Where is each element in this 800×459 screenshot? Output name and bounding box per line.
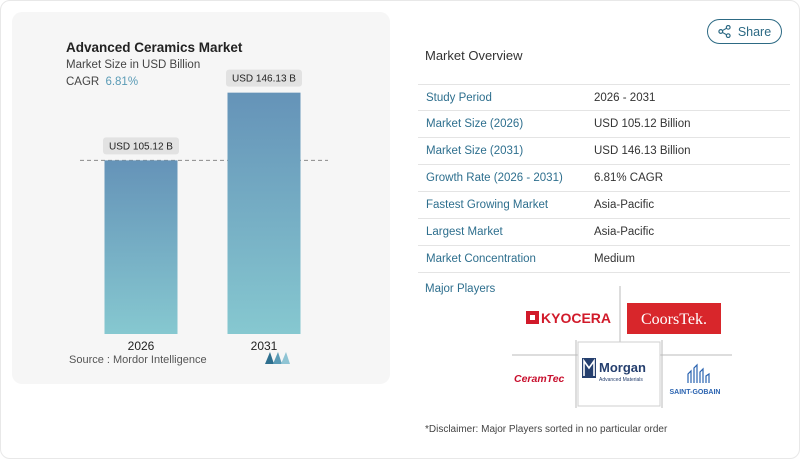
share-label: Share [737,24,772,39]
overview-row-value: 2026 - 2031 [594,91,656,104]
svg-text:SAINT-GOBAIN: SAINT-GOBAIN [670,389,721,396]
cagr-value: 6.81% [105,76,139,88]
x-tick-label: 2031 [251,339,278,353]
overview-row-label: Growth Rate (2026 - 2031) [426,172,563,184]
chart-cagr: CAGR 6.81% [66,76,138,88]
overview-row-label: Market Concentration [426,253,536,265]
major-players-logos: KYOCERA CoorsTek. CeramTec Morgan Advanc… [512,286,732,408]
chart-bar [104,160,178,334]
overview-row-value: Asia-Pacific [594,226,655,238]
svg-text:CeramTec: CeramTec [514,373,565,385]
data-label-bg [103,137,179,155]
overview-row-label: Fastest Growing Market [426,199,549,211]
overview-row: Largest Market Asia-Pacific [418,219,790,246]
overview-row-value: 6.81% CAGR [594,172,664,184]
cagr-label: CAGR [66,76,100,88]
share-icon [718,25,731,38]
overview-row-label: Study Period [426,91,492,104]
major-players-title: Major Players [425,283,496,295]
overview-row-value: USD 146.13 Billion [594,145,691,157]
share-button[interactable]: Share [707,19,782,44]
overview-row-value: Medium [594,253,635,265]
overview-table: Study Period 2026 - 2031 Market Size (2026… [418,84,790,273]
bar-chart: USD 105.12 B 2026 USD 146.13 B 2031 [80,69,328,353]
overview-row: Market Size (2026) USD 105.12 Billion [418,111,790,138]
chart-subtitle: Market Size in USD Billion [66,59,201,71]
overview-row: Market Concentration Medium [418,246,790,273]
overview-row-value: USD 105.12 Billion [594,118,691,130]
saint-gobain-logo: SAINT-GOBAIN [670,363,721,396]
data-label: USD 146.13 B [232,74,296,85]
svg-text:Advanced Materials: Advanced Materials [599,377,643,383]
chart-bar [227,92,301,334]
chart-source: Source : Mordor Intelligence [69,354,207,366]
svg-text:CoorsTek.: CoorsTek. [641,311,707,328]
overview-row: Study Period 2026 - 2031 [418,84,790,111]
overview-row: Growth Rate (2026 - 2031) 6.81% CAGR [418,165,790,192]
overview-row-value: Asia-Pacific [594,199,655,211]
data-label-bg [226,69,302,87]
x-tick-label: 2026 [128,339,155,353]
overview-row-label: Largest Market [426,226,503,238]
disclaimer: *Disclaimer: Major Players sorted in no … [425,424,668,435]
morgan-logo: Morgan Advanced Materials [577,341,661,407]
overview-row-label: Market Size (2031) [426,145,524,157]
svg-text:KYOCERA: KYOCERA [541,310,611,326]
chart-card [12,12,390,384]
coorstek-logo: CoorsTek. [627,303,721,334]
overview-row: Market Size (2031) USD 146.13 Billion [418,138,790,165]
overview-title: Market Overview [425,48,523,63]
kyocera-logo: KYOCERA [526,310,611,326]
ceramtec-logo: CeramTec [514,373,565,385]
mordor-logo-icon [265,352,290,364]
data-label: USD 105.12 B [109,141,173,152]
overview-row-label: Market Size (2026) [426,118,524,130]
overview-row: Fastest Growing Market Asia-Pacific [418,192,790,219]
svg-text:Morgan: Morgan [599,360,646,375]
chart-title: Advanced Ceramics Market [66,40,243,55]
